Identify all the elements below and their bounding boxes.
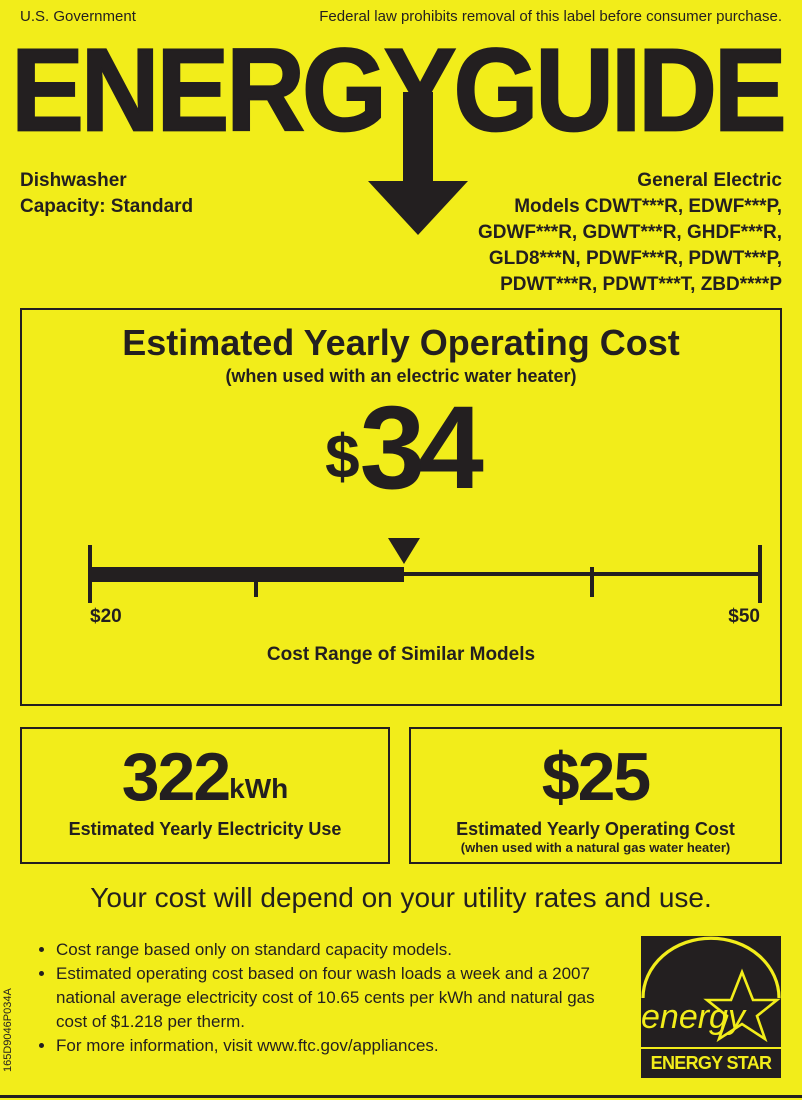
svg-text:energy: energy [641,998,747,1036]
svg-text:$50: $50 [728,606,760,627]
svg-text:$20: $20 [90,606,122,627]
